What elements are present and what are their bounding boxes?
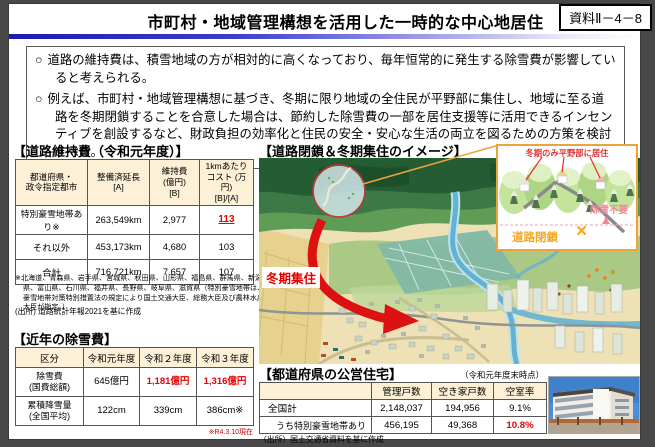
cell: 122cm: [83, 396, 140, 426]
column-header: 空き家戸数: [431, 382, 494, 400]
row-label: うち特別豪雪地帯あり: [259, 416, 372, 434]
table-row: それ以外 453,173km 4,680 103: [15, 233, 254, 260]
table-row: 累積降雪量 (全国平均) 122cm 339cm 386cm※: [15, 396, 254, 426]
column-header: 管理戸数: [371, 382, 432, 400]
snow-cost-asof-note: ※R4.3.10現在: [208, 429, 253, 436]
cell: 2,148,037: [371, 399, 432, 417]
cell: 339cm: [139, 396, 197, 426]
table-header-row: 都道府県・ 政令指定都市 整備済延長 [A] 維持費 (億円) [B] 1kmあ…: [15, 159, 254, 206]
public-housing-heading: 【都道府県の公営住宅】: [259, 367, 403, 382]
summary-bullet: ○ 道路の維持費は、積雪地域の方が相対的に高くなっており、毎年恒常的に発生する除雪…: [35, 52, 616, 87]
cell: 9.1%: [493, 399, 547, 417]
cell: 103: [199, 233, 254, 260]
road-closure-inset: 冬期のみ平野部に居住 除雪不要 道路閉鎖 ×: [496, 144, 638, 251]
public-housing-source: （出所）国土交通省資料を基に作成: [259, 435, 384, 444]
summary-bullet: ○ 例えば、市町村・地域管理構想に基づき、冬期に限り地域の全住民が平野部に集住し、…: [35, 91, 616, 161]
road-closed-x-icon: ×: [576, 221, 588, 242]
row-label: それ以外: [15, 233, 88, 260]
table-row: 除雪費 (国費総額) 645億円 1,181億円 1,316億円: [15, 367, 254, 397]
no-snow-label: 除雪不要: [589, 205, 628, 216]
cell: 2,977: [149, 204, 200, 235]
house-icons: [519, 170, 606, 192]
callout-connector-line: [362, 144, 500, 185]
table-row: 特別豪雪地帯あり※ 263,549km 2,977 113: [15, 204, 254, 235]
highlighted-cell: 113: [199, 204, 254, 235]
summary-box: ○ 道路の維持費は、積雪地域の方が相対的に高くなっており、毎年恒常的に発生する除雪…: [26, 46, 625, 169]
cell: 263,549km: [87, 204, 150, 235]
cell: 456,195: [371, 416, 432, 434]
cell: 49,368: [431, 416, 494, 434]
cell: 4,680: [149, 233, 200, 260]
cell: 194,956: [431, 399, 494, 417]
road-closed-label: 道路閉鎖: [512, 232, 558, 244]
public-housing-asof-caption: （令和元年度末時点）: [460, 370, 544, 380]
document-number-badge: 資料Ⅱ－4－8: [559, 4, 652, 31]
cell: 386cm※: [196, 396, 254, 426]
cell: 716,721km: [87, 258, 150, 285]
public-housing-table: 管理戸数 空き家戸数 空室率 全国計 2,148,037 194,956 9.1…: [259, 382, 547, 434]
row-label: 累積降雪量 (全国平均): [15, 396, 84, 426]
column-header: 令和元年度: [83, 347, 140, 368]
caption-pointer-lines: [525, 156, 601, 181]
apartment-building-photo: [548, 376, 640, 434]
table-header-row: 管理戸数 空き家戸数 空室率: [259, 382, 547, 400]
highlighted-cell: 1,181億円: [139, 367, 197, 397]
title-rule: [9, 34, 640, 39]
cell: 453,173km: [87, 233, 150, 260]
table-row: 全国計 2,148,037 194,956 9.1%: [259, 399, 547, 417]
road-maintenance-heading: 【道路維持費（令和元年度）】: [13, 144, 189, 159]
bullet-marker-icon: ○: [35, 92, 43, 107]
column-header: 区分: [15, 347, 84, 368]
column-header: 空室率: [493, 382, 547, 400]
snow-cost-heading: 【近年の除雪費】: [13, 332, 118, 347]
winter-relocation-label: 冬期集住: [262, 267, 321, 288]
magnifier-circle-icon: [312, 164, 366, 218]
slide: 市町村・地域管理構想を活用した一時的な中心地居住 資料Ⅱ－4－8 ○ 道路の維持費…: [8, 3, 652, 444]
table-row: 合計 716,721km 7,657 107: [15, 258, 254, 285]
table-header-row: 区分 令和元年度 令和２年度 令和３年度: [15, 347, 254, 368]
column-header: 1kmあたり コスト (万円) [B]/[A]: [199, 159, 254, 206]
cell: 645億円: [83, 367, 140, 397]
column-header: 令和２年度: [139, 347, 197, 368]
image-section-heading: 【道路閉鎖＆冬期集住のイメージ】: [259, 144, 467, 159]
highlighted-cell: 10.8%: [493, 416, 547, 434]
inset-road: [522, 180, 626, 234]
row-label: 除雪費 (国費総額): [15, 367, 84, 397]
maintenance-footnote: ※北海道、青森県、岩手県、宮城県、秋田県、山形県、福島県、群馬県、新潟県、富山県…: [15, 274, 265, 312]
migration-arrowhead: [383, 304, 419, 334]
row-label: 特別豪雪地帯あり※: [15, 204, 88, 235]
column-header: 維持費 (億円) [B]: [149, 159, 200, 206]
cell: 107: [199, 258, 254, 285]
row-label: 全国計: [259, 399, 372, 417]
inset-illustration: [499, 156, 635, 234]
highlighted-cell: 1,316億円: [196, 367, 254, 397]
maintenance-source: (出所) 道路統計年報2021を基に作成: [15, 307, 142, 316]
column-header: 都道府県・ 政令指定都市: [15, 159, 88, 206]
inset-caption: 冬期のみ平野部に居住: [525, 148, 609, 158]
column-header: [259, 382, 372, 400]
table-row: うち特別豪雪地帯あり 456,195 49,368 10.8%: [259, 416, 547, 434]
summary-bullet-text: 例えば、市町村・地域管理構想に基づき、冬期に限り地域の全住民が平野部に集住し、地…: [47, 92, 613, 160]
snow-tree-icons: [510, 184, 634, 212]
snow-cost-table: 区分 令和元年度 令和２年度 令和３年度 除雪費 (国費総額) 645億円 1,…: [15, 347, 254, 426]
bullet-marker-icon: ○: [35, 53, 43, 67]
summary-bullet-text: 道路の維持費は、積雪地域の方が相対的に高くなっており、毎年恒常的に発生する除雪費…: [47, 53, 616, 85]
column-header: 令和３年度: [196, 347, 254, 368]
column-header: 整備済延長 [A]: [87, 159, 150, 206]
road-maintenance-table: 都道府県・ 政令指定都市 整備済延長 [A] 維持費 (億円) [B] 1kmあ…: [15, 159, 254, 285]
page-title: 市町村・地域管理構想を活用した一時的な中心地居住: [147, 15, 544, 32]
